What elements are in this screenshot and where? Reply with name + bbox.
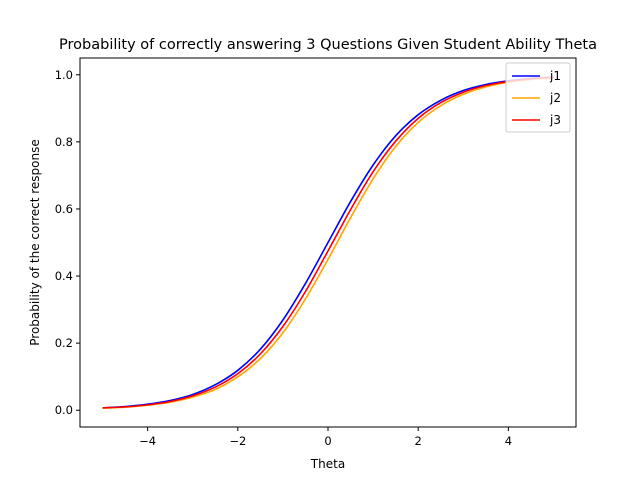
chart-title: Probability of correctly answering 3 Que…: [59, 37, 597, 53]
legend-label-j1: j1: [549, 69, 561, 83]
y-tick-label: 0.8: [55, 135, 73, 149]
x-tick-label: −2: [229, 434, 246, 448]
series-lines: [102, 76, 554, 410]
series-line-j3: [102, 76, 554, 409]
x-tick-label: 2: [415, 434, 422, 448]
x-tick-label: 4: [505, 434, 512, 448]
x-axis-label: Theta: [310, 457, 345, 471]
y-tick-label: 0.0: [55, 403, 73, 417]
y-tick-label: 1.0: [55, 68, 73, 82]
y-axis-ticks: 0.0 0.2 0.4 0.6 0.8 1.0: [55, 68, 80, 417]
series-line-j2: [102, 76, 554, 410]
legend-label-j2: j2: [549, 91, 561, 105]
legend-items: j1 j2 j3: [512, 69, 561, 127]
x-axis-ticks: −4 −2 0 2 4: [139, 427, 512, 448]
x-tick-label: 0: [324, 434, 331, 448]
legend: j1 j2 j3: [505, 62, 571, 133]
series-line-j1: [102, 76, 554, 409]
plot-area: −4 −2 0 2 4 0.0 0.2 0.4 0.6 0.8 1.0: [55, 57, 577, 448]
y-tick-label: 0.4: [55, 269, 73, 283]
y-tick-label: 0.6: [55, 202, 73, 216]
legend-label-j3: j3: [549, 113, 561, 127]
y-axis-label: Probability of the correct response: [28, 139, 42, 345]
y-tick-label: 0.2: [55, 336, 73, 350]
x-tick-label: −4: [139, 434, 156, 448]
